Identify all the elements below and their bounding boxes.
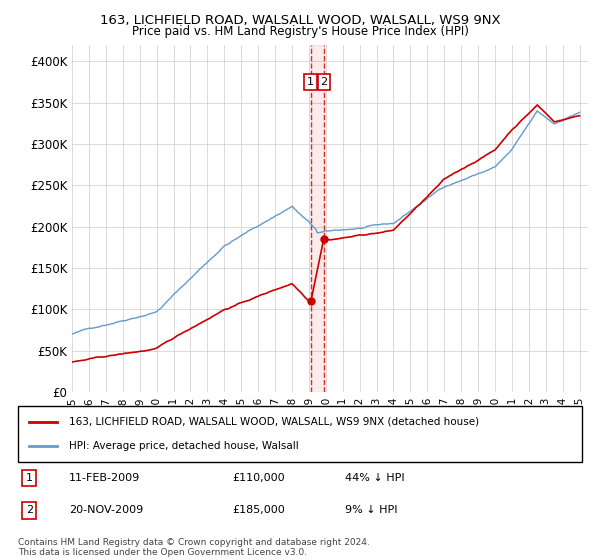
- Text: 1: 1: [26, 473, 33, 483]
- Text: 163, LICHFIELD ROAD, WALSALL WOOD, WALSALL, WS9 9NX (detached house): 163, LICHFIELD ROAD, WALSALL WOOD, WALSA…: [69, 417, 479, 427]
- Text: Contains HM Land Registry data © Crown copyright and database right 2024.
This d: Contains HM Land Registry data © Crown c…: [18, 538, 370, 557]
- Text: 20-NOV-2009: 20-NOV-2009: [69, 505, 143, 515]
- Text: £185,000: £185,000: [232, 505, 285, 515]
- Text: 2: 2: [26, 505, 33, 515]
- Text: 1: 1: [307, 77, 314, 87]
- Text: 9% ↓ HPI: 9% ↓ HPI: [345, 505, 398, 515]
- Text: 44% ↓ HPI: 44% ↓ HPI: [345, 473, 405, 483]
- Text: Price paid vs. HM Land Registry's House Price Index (HPI): Price paid vs. HM Land Registry's House …: [131, 25, 469, 38]
- Text: 163, LICHFIELD ROAD, WALSALL WOOD, WALSALL, WS9 9NX: 163, LICHFIELD ROAD, WALSALL WOOD, WALSA…: [100, 14, 500, 27]
- Bar: [311, 45, 324, 392]
- Text: £110,000: £110,000: [232, 473, 285, 483]
- FancyBboxPatch shape: [18, 406, 582, 462]
- Text: HPI: Average price, detached house, Walsall: HPI: Average price, detached house, Wals…: [69, 441, 299, 451]
- Text: 11-FEB-2009: 11-FEB-2009: [69, 473, 140, 483]
- Text: 2: 2: [320, 77, 328, 87]
